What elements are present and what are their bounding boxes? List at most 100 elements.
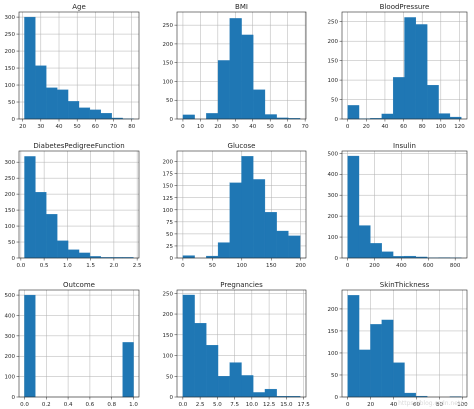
y-tick-label: 200 — [163, 312, 174, 318]
x-tick-label: 50 — [267, 124, 274, 130]
histogram-bar — [35, 65, 47, 120]
y-tick-label: 50 — [8, 240, 15, 246]
y-tick-label: 0 — [335, 117, 339, 123]
x-tick-label: 0.0 — [16, 263, 25, 269]
y-tick-label: 100 — [5, 224, 16, 230]
histogram-bar — [206, 345, 219, 398]
histogram-bar — [194, 323, 207, 398]
histogram-bar — [253, 89, 266, 120]
x-tick-label: 0.8 — [107, 402, 116, 408]
panel-title: BloodPressure — [380, 3, 430, 11]
x-tick-label: 40 — [381, 124, 388, 130]
y-tick-label: 400 — [328, 172, 339, 178]
x-tick-label: 10.0 — [246, 402, 259, 408]
x-tick-label: 60 — [92, 124, 99, 130]
histogram-bar — [206, 113, 219, 120]
panel-bmi: 0 10 20 30 40 50 60 70 0 50 100 150 200 250 BMI — [163, 3, 310, 130]
x-tick-label: 30 — [37, 124, 44, 130]
x-tick-label: 20 — [363, 124, 370, 130]
y-tick-label: 150 — [163, 333, 174, 339]
x-tick-label: 7.5 — [230, 402, 239, 408]
axes-frame — [18, 289, 140, 398]
y-tick-label: 0 — [170, 395, 174, 401]
histogram-bar — [182, 114, 195, 120]
histogram-bar — [427, 84, 439, 120]
x-tick-label: 0 — [181, 263, 185, 269]
histogram-bar — [264, 212, 277, 259]
histogram-bar — [67, 101, 80, 120]
histogram-bar — [24, 156, 36, 259]
x-tick-label: 17.5 — [297, 402, 310, 408]
y-tick-label: 175 — [163, 172, 174, 178]
y-tick-label: 100 — [328, 351, 339, 357]
y-tick-label: 150 — [5, 208, 16, 214]
panel-title: Glucose — [228, 142, 256, 150]
y-tick-label: 50 — [331, 373, 338, 379]
x-tick-label: 2.0 — [110, 263, 119, 269]
histogram-bar — [381, 113, 394, 120]
histogram-bar — [392, 77, 405, 120]
y-tick-label: 0 — [12, 117, 16, 123]
histogram-bar — [404, 17, 417, 120]
histogram-bar — [392, 362, 405, 398]
y-tick-label: 250 — [163, 23, 174, 29]
y-tick-label: 200 — [163, 160, 174, 166]
x-tick-label: 15.0 — [280, 402, 293, 408]
y-tick-label: 150 — [163, 184, 174, 190]
panel-title: Outcome — [63, 281, 95, 289]
histogram-bar — [264, 114, 277, 120]
x-tick-label: 40 — [390, 402, 397, 408]
axes-frame — [341, 11, 468, 120]
x-tick-label: 60 — [400, 124, 407, 130]
histogram-bar — [241, 34, 254, 120]
histogram-bar — [347, 155, 360, 259]
histogram-bar — [229, 18, 242, 120]
histogram-bar — [24, 294, 36, 398]
x-tick-label: 60 — [284, 124, 291, 130]
panel-title: Insulin — [393, 142, 416, 150]
x-tick-label: 80 — [128, 124, 135, 130]
y-tick-label: 300 — [328, 193, 339, 199]
histogram-bar — [217, 376, 230, 398]
x-tick-label: 20 — [19, 124, 26, 130]
x-tick-label: 10 — [197, 124, 204, 130]
histogram-bar — [381, 251, 394, 259]
histogram-bar — [46, 87, 58, 120]
x-tick-label: 100 — [436, 124, 447, 130]
panel-outcome: 0.0 0.2 0.4 0.6 0.8 1.0 0 100 200 300 400 500 Outcom… — [5, 281, 140, 408]
histogram-bar — [78, 252, 91, 259]
x-tick-label: 0 — [346, 124, 350, 130]
x-tick-label: 0.5 — [40, 263, 49, 269]
x-tick-label: 0.0 — [20, 402, 29, 408]
y-tick-label: 100 — [163, 79, 174, 85]
x-tick-label: 80 — [436, 402, 443, 408]
x-tick-label: 100 — [237, 263, 248, 269]
panel-diabetespedigreefunction: 0.0 0.5 1.0 1.5 2.0 2.5 0 50 100 150 200 250 300 Diab… — [5, 142, 143, 269]
histogram-bar — [347, 105, 360, 120]
panel-title: Pregnancies — [220, 281, 263, 289]
x-tick-label: 1.0 — [129, 402, 138, 408]
x-tick-label: 0 — [346, 402, 350, 408]
histogram-bar — [276, 230, 289, 259]
x-tick-label: 120 — [454, 124, 465, 130]
y-tick-label: 50 — [166, 98, 173, 104]
y-tick-label: 100 — [163, 208, 174, 214]
histogram-bar — [24, 16, 36, 120]
histogram-bar — [370, 324, 382, 398]
histogram-bar — [381, 319, 394, 398]
x-tick-label: 50 — [74, 124, 81, 130]
x-tick-label: 80 — [419, 124, 426, 130]
x-tick-label: 400 — [396, 263, 407, 269]
histogram-bar — [370, 243, 382, 259]
axes-frame — [341, 289, 468, 398]
x-tick-label: 0.6 — [86, 402, 95, 408]
panel-glucose: 0 50 100 150 200 0 25 50 75 100 125 150 175 200 Glucos… — [163, 142, 307, 269]
histogram-bar — [78, 107, 91, 120]
x-tick-label: 2.5 — [196, 402, 205, 408]
y-tick-label: 25 — [166, 244, 173, 250]
y-tick-label: 300 — [5, 334, 16, 340]
histogram-bar — [122, 342, 134, 398]
histogram-bar — [229, 182, 242, 259]
histogram-bar — [182, 255, 195, 259]
